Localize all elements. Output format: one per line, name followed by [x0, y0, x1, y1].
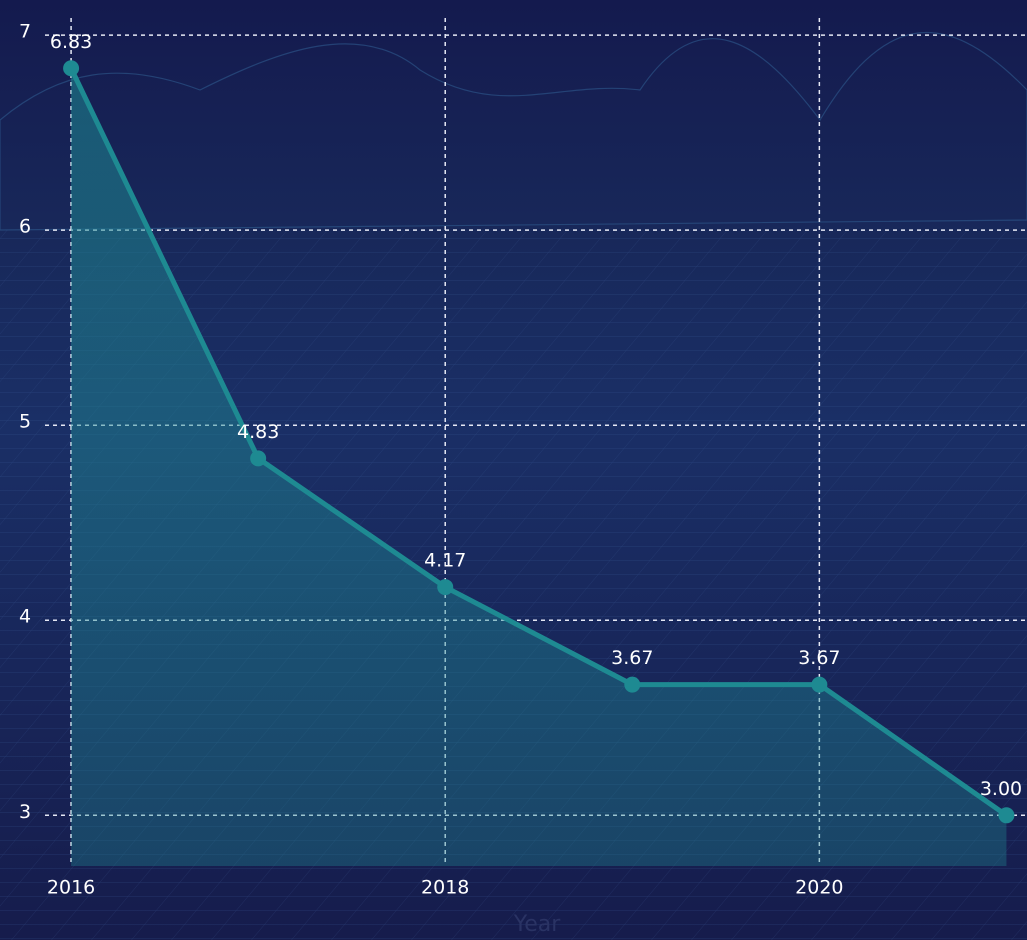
data-label: 3.67 [798, 647, 840, 669]
y-tick-label: 7 [19, 21, 31, 43]
y-tick-label: 6 [19, 216, 31, 238]
point [250, 450, 267, 467]
area-fill [71, 68, 1007, 867]
x-axis-label: Year [513, 912, 562, 937]
point [624, 676, 641, 693]
y-tick-label: 4 [19, 606, 31, 628]
x-tick-label: 2016 [47, 877, 95, 899]
y-tick-label: 5 [19, 411, 31, 433]
background-mountains [0, 31, 1027, 231]
point [811, 676, 828, 693]
x-tick-label: 2020 [795, 877, 843, 899]
x-tick-label: 2018 [421, 877, 469, 899]
point [437, 579, 454, 596]
y-tick-label: 3 [19, 801, 31, 823]
point [998, 807, 1015, 824]
data-label: 3.67 [611, 647, 653, 669]
data-label: 4.17 [424, 550, 466, 572]
line [68, 67, 1008, 818]
data-label: 6.83 [50, 31, 92, 53]
point [63, 60, 80, 77]
data-label: 3.00 [980, 778, 1022, 800]
data-label: 4.83 [237, 421, 279, 443]
